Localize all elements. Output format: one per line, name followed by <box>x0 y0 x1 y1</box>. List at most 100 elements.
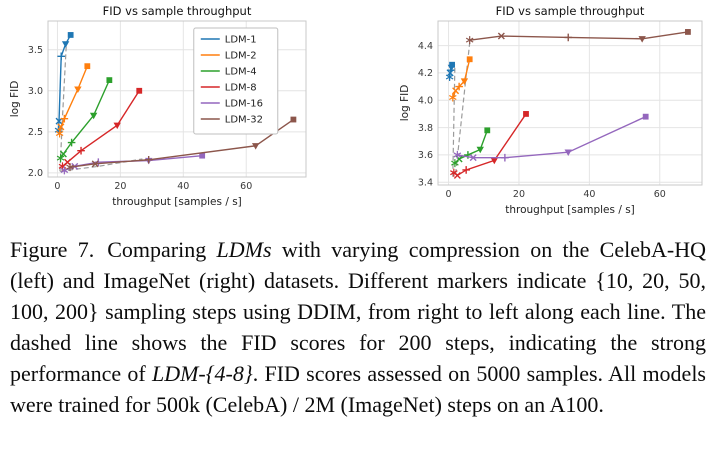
marker-star <box>55 129 64 138</box>
chart-title: FID vs sample throughput <box>103 4 252 18</box>
marker-x <box>469 154 477 162</box>
legend-label-LDM-1: LDM-1 <box>225 34 257 45</box>
y-axis-label: log FID <box>399 85 411 122</box>
svg-text:20: 20 <box>513 189 525 200</box>
series-LDM-8 <box>450 111 529 179</box>
figure-label: Figure 7. <box>10 237 95 262</box>
marker-plus <box>144 155 153 164</box>
marker-star <box>453 150 462 159</box>
legend-label-LDM-2: LDM-2 <box>225 50 257 61</box>
legend-label-LDM-16: LDM-16 <box>225 98 263 109</box>
svg-text:60: 60 <box>654 189 666 200</box>
chart-title: FID vs sample throughput <box>496 4 645 18</box>
marker-square <box>466 56 473 63</box>
marker-square <box>106 77 113 84</box>
figure-caption: Figure 7. Comparing LDMs with varying com… <box>0 234 716 420</box>
svg-text:2.5: 2.5 <box>28 127 43 138</box>
legend-label-LDM-4: LDM-4 <box>225 66 257 77</box>
svg-text:60: 60 <box>240 181 252 192</box>
series-LDM-4 <box>451 127 491 168</box>
marker-plus <box>564 33 573 42</box>
plot-frame <box>437 20 703 186</box>
svg-text:40: 40 <box>583 189 595 200</box>
marker-square <box>136 87 143 94</box>
gridlines <box>438 21 702 185</box>
marker-x <box>91 160 99 168</box>
chart-celeba-hq: 0 20 40 60 2.0 2.5 3.0 3.5 FID vs sample through… <box>9 4 307 208</box>
x-axis-label: throughput [samples / s] <box>505 204 635 216</box>
marker-triangle <box>490 157 499 165</box>
caption-text-2: with varying compression on the CelebA-H… <box>10 237 706 386</box>
marker-square <box>84 63 91 70</box>
svg-text:3.6: 3.6 <box>418 150 433 161</box>
marker-plus <box>501 153 509 162</box>
dashed-200-steps-line <box>59 45 67 172</box>
svg-text:4.4: 4.4 <box>418 41 433 52</box>
dashed-200-steps-line <box>455 42 471 175</box>
marker-x <box>57 123 65 131</box>
marker-star <box>465 36 474 45</box>
caption-text-3: . FID scores assessed on 5000 samples. A… <box>10 361 706 417</box>
x-tick-labels: 0 20 40 60 <box>446 189 666 200</box>
marker-square <box>290 116 297 123</box>
marker-square <box>449 61 455 68</box>
marker-star <box>56 154 65 163</box>
plot-frame <box>47 20 307 178</box>
marker-triangle <box>460 78 469 85</box>
dashed-200-steps-line <box>452 64 456 177</box>
chart-imagenet: 0 20 40 60 3.4 3.6 3.8 4.0 4.2 4.4 FID vs sample t… <box>399 4 703 216</box>
marker-x <box>452 87 460 95</box>
marker-triangle <box>564 149 572 156</box>
marker-plus <box>94 158 103 167</box>
marker-star <box>66 163 74 172</box>
svg-text:4.0: 4.0 <box>418 95 433 106</box>
svg-text:40: 40 <box>177 181 189 192</box>
marker-square <box>685 29 691 35</box>
marker-plus <box>455 82 463 91</box>
series-LDM-32 <box>465 29 691 45</box>
marker-triangle <box>251 143 260 150</box>
svg-text:20: 20 <box>114 181 126 192</box>
series-LDM-2 <box>448 56 473 102</box>
marker-triangle <box>638 36 646 43</box>
marker-x <box>497 32 505 40</box>
series-LDM-32 <box>66 116 297 172</box>
x-axis-label: throughput [samples / s] <box>112 196 242 208</box>
caption-ldm48-italic: LDM-{4-8} <box>151 361 253 386</box>
svg-text:0: 0 <box>446 189 452 200</box>
y-tick-labels: 3.4 3.6 3.8 4.0 4.2 4.4 <box>418 41 433 189</box>
svg-text:3.4: 3.4 <box>418 177 433 188</box>
svg-text:3.5: 3.5 <box>28 45 43 56</box>
marker-triangle <box>89 112 98 120</box>
y-axis-label: log FID <box>9 81 21 118</box>
marker-triangle <box>61 41 70 48</box>
marker-square <box>199 152 206 159</box>
series-LDM-16 <box>453 113 649 162</box>
marker-triangle <box>74 86 82 93</box>
series-LDM-4 <box>56 77 113 163</box>
svg-text:2.0: 2.0 <box>28 168 43 179</box>
marker-plus <box>77 146 85 155</box>
marker-star <box>448 93 457 102</box>
x-tick-labels: 0 20 40 60 <box>54 181 252 192</box>
marker-square <box>484 127 491 134</box>
caption-text-1: Comparing <box>107 237 217 262</box>
caption-ldms-italic: LDMs <box>216 237 272 262</box>
svg-text:3.0: 3.0 <box>28 86 43 97</box>
series-LDM-2 <box>55 63 91 138</box>
marker-plus <box>67 138 76 147</box>
series-LDM-1 <box>445 61 456 82</box>
marker-triangle <box>476 146 484 154</box>
marker-square <box>642 113 649 120</box>
legend: LDM-1 LDM-2 LDM-4 LDM-8 LDM-16 LDM-32 <box>193 27 279 135</box>
figure-panels: 0 20 40 60 2.0 2.5 3.0 3.5 FID vs sample through… <box>0 0 716 218</box>
marker-plus <box>462 166 470 174</box>
svg-text:3.8: 3.8 <box>418 123 433 134</box>
marker-square <box>67 32 74 38</box>
legend-label-LDM-8: LDM-8 <box>225 82 257 93</box>
marker-plus <box>60 114 69 123</box>
marker-triangle <box>113 122 121 130</box>
marker-x <box>59 150 67 158</box>
y-tick-labels: 2.0 2.5 3.0 3.5 <box>28 45 43 179</box>
